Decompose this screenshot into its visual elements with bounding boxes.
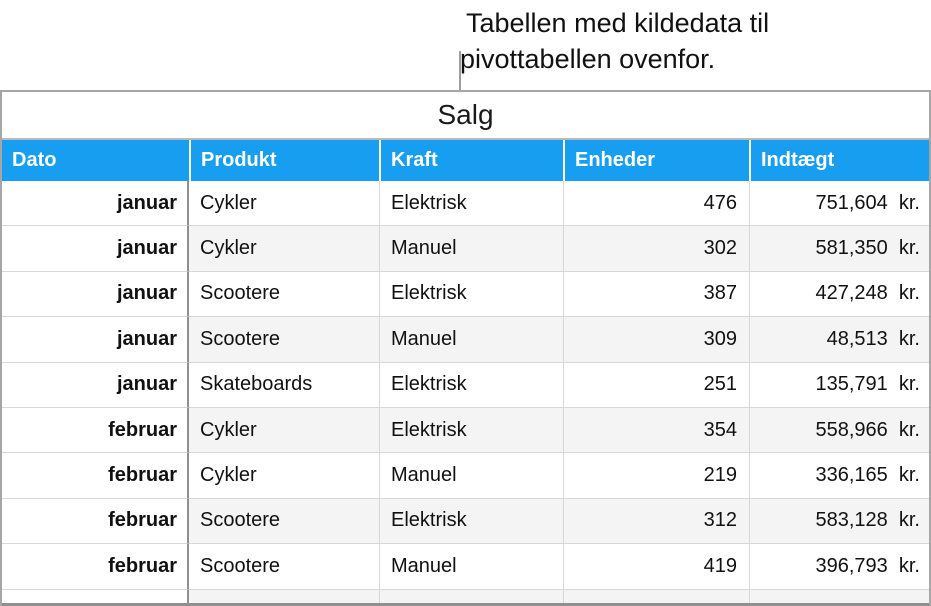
table-cell[interactable]: 312 <box>563 498 749 545</box>
table-cell[interactable]: 309 <box>563 317 749 363</box>
table-cell[interactable]: 135,791 kr. <box>749 362 929 408</box>
table-cell[interactable]: januar <box>2 181 189 227</box>
table-title[interactable]: Salg <box>2 92 929 140</box>
header-cell-0[interactable]: Dato <box>12 149 57 171</box>
table-cell[interactable]: januar <box>2 362 189 408</box>
table-cell[interactable]: Elektrisk <box>379 498 563 545</box>
table-cell[interactable]: 251 <box>563 362 749 408</box>
table-cell[interactable] <box>379 589 563 606</box>
table-cell[interactable]: Manuel <box>379 453 563 499</box>
table-cell[interactable]: januar <box>2 271 189 318</box>
header-cell-3[interactable]: Enheder <box>563 140 749 181</box>
table-cell[interactable] <box>563 589 749 606</box>
table-cell[interactable]: Scootere <box>189 498 379 545</box>
header-cell-4[interactable]: Indtægt <box>749 140 929 181</box>
table-cell[interactable]: Cykler <box>189 181 379 227</box>
callout-text-line1: Tabellen med kildedata til <box>466 8 770 38</box>
table-cell[interactable] <box>749 589 929 606</box>
table-row: februar Cykler Elektrisk 354 558,966 kr. <box>2 407 929 454</box>
table-row: januar Scootere Manuel 309 48,513 kr. <box>2 317 929 363</box>
table-cell[interactable]: 354 <box>563 407 749 454</box>
header-cell-1[interactable]: Produkt <box>189 140 379 181</box>
table-cell[interactable]: 427,248 kr. <box>749 271 929 318</box>
table-cell[interactable] <box>2 589 189 606</box>
table-cell[interactable]: Elektrisk <box>379 181 563 227</box>
callout-pointer-line <box>459 51 461 90</box>
table-cell[interactable]: 396,793 kr. <box>749 544 929 590</box>
table-cell[interactable]: 583,128 kr. <box>749 498 929 545</box>
table-cell[interactable]: februar <box>2 453 189 499</box>
table-cell[interactable]: 476 <box>563 181 749 227</box>
table-cell[interactable]: februar <box>2 407 189 454</box>
header-cell-2[interactable]: Kraft <box>379 140 563 181</box>
table-cell[interactable]: 581,350 kr. <box>749 226 929 272</box>
table-row-partial <box>2 589 929 606</box>
table-row: januar Skateboards Elektrisk 251 135,791 kr. <box>2 362 929 408</box>
table-cell[interactable]: 419 <box>563 544 749 590</box>
table-cell[interactable]: Scootere <box>189 271 379 318</box>
table-cell[interactable]: 558,966 kr. <box>749 407 929 454</box>
table-row: januar Scootere Elektrisk 387 427,248 kr. <box>2 271 929 318</box>
table-cell[interactable]: Cykler <box>189 226 379 272</box>
callout-text-line2: pivottabellen ovenfor. <box>460 44 716 74</box>
table-cell[interactable]: Scootere <box>189 544 379 590</box>
table-row: januar Cykler Manuel 302 581,350 kr. <box>2 226 929 272</box>
table-cell[interactable]: Skateboards <box>189 362 379 408</box>
table-cell[interactable]: Elektrisk <box>379 362 563 408</box>
table-cell[interactable]: Cykler <box>189 407 379 454</box>
table-row: januar Cykler Elektrisk 476 751,604 kr. <box>2 181 929 227</box>
table-cell[interactable]: februar <box>2 544 189 590</box>
table-cell[interactable]: Cykler <box>189 453 379 499</box>
table-cell[interactable]: Elektrisk <box>379 271 563 318</box>
table-rows: januar Cykler Elektrisk 476 751,604 kr. janua… <box>2 181 929 606</box>
table-cell[interactable]: 751,604 kr. <box>749 181 929 227</box>
table-cell[interactable]: 387 <box>563 271 749 318</box>
table-cell[interactable]: Manuel <box>379 317 563 363</box>
table-cell[interactable]: Scootere <box>189 317 379 363</box>
table-cell[interactable]: januar <box>2 317 189 363</box>
table-row: februar Scootere Elektrisk 312 583,128 kr. <box>2 498 929 545</box>
table-cell[interactable]: 336,165 kr. <box>749 453 929 499</box>
table-cell[interactable]: Elektrisk <box>379 407 563 454</box>
table-cell[interactable]: 219 <box>563 453 749 499</box>
table-header-row: Dato Produkt Kraft Enheder Indtægt <box>2 140 929 181</box>
table-cell[interactable]: Manuel <box>379 544 563 590</box>
table-cell[interactable]: 302 <box>563 226 749 272</box>
table-bottom-edge <box>2 603 929 606</box>
table-cell[interactable]: januar <box>2 226 189 272</box>
table-cell[interactable]: 48,513 kr. <box>749 317 929 363</box>
table-cell[interactable]: februar <box>2 498 189 545</box>
table-cell[interactable] <box>189 589 379 606</box>
table-row: februar Scootere Manuel 419 396,793 kr. <box>2 544 929 590</box>
sales-table: Salg Dato Produkt Kraft Enheder Indtægt janu… <box>0 90 931 606</box>
table-cell[interactable]: Manuel <box>379 226 563 272</box>
table-row: februar Cykler Manuel 219 336,165 kr. <box>2 453 929 499</box>
